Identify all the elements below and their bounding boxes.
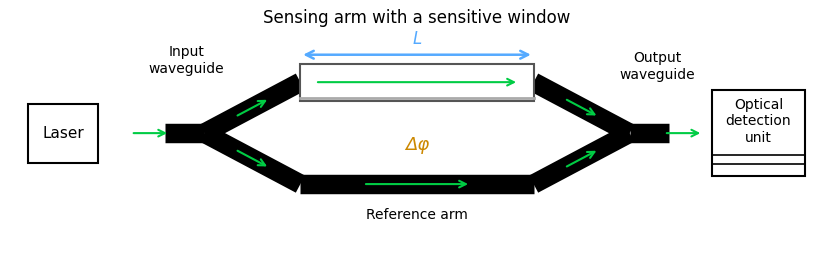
Bar [28,104,98,163]
Text: Output
waveguide: Output waveguide [620,51,695,81]
Text: Δφ: Δφ [404,136,430,154]
Bar [712,90,805,176]
Text: Optical
detection
unit: Optical detection unit [726,98,791,145]
Text: Sensing arm with a sensitive window: Sensing arm with a sensitive window [264,9,570,28]
Text: Input
waveguide: Input waveguide [149,46,224,76]
Text: L: L [412,30,422,48]
Text: Laser: Laser [43,126,84,141]
Text: Reference arm: Reference arm [366,208,468,222]
Bar [300,64,534,101]
